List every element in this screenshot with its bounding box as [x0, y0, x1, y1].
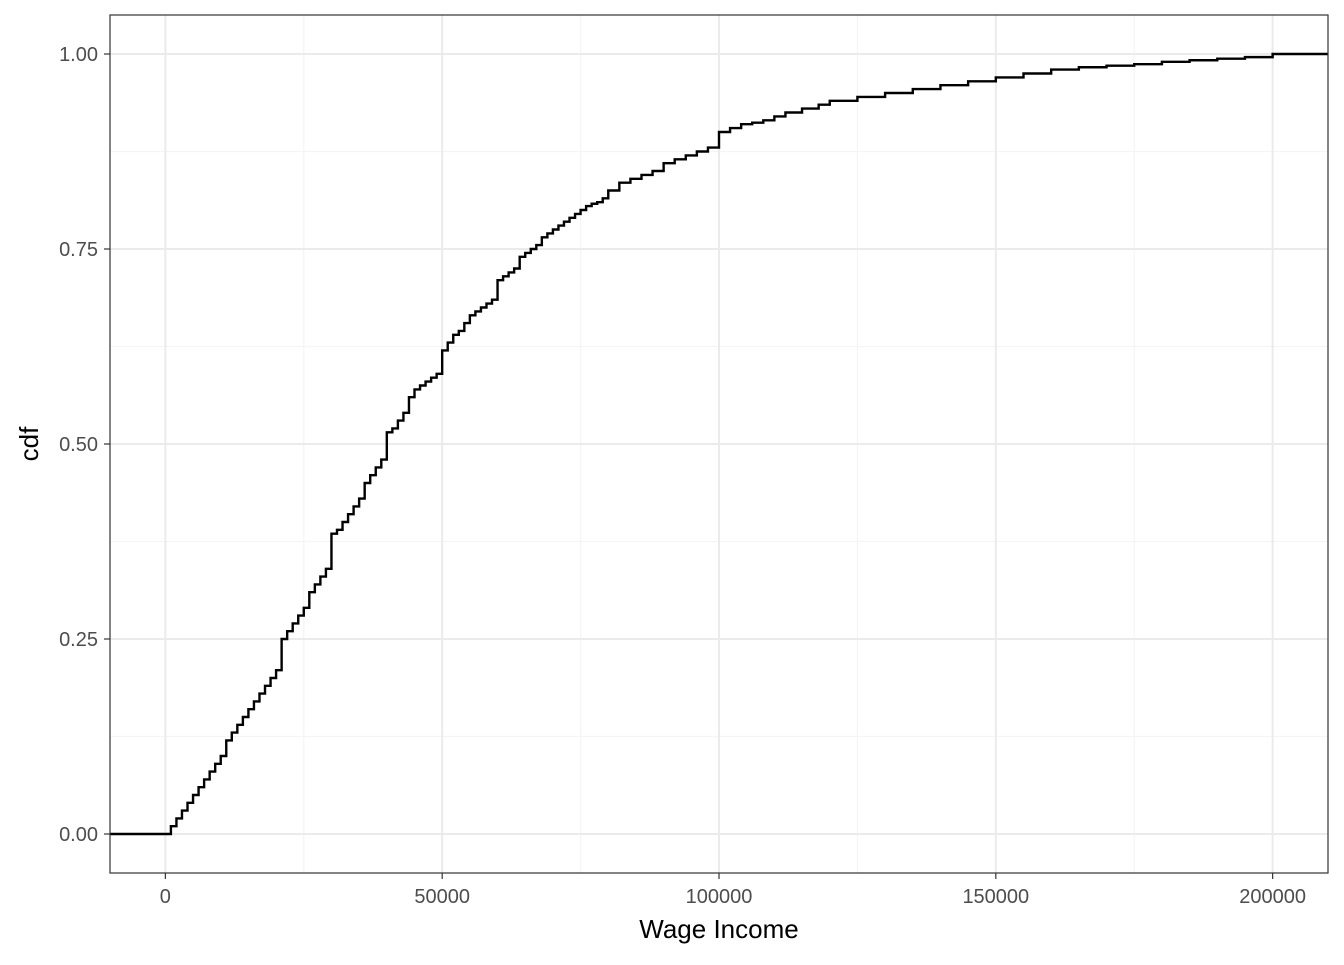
x-tick-label: 200000: [1239, 886, 1306, 908]
x-tick-label: 50000: [414, 886, 470, 908]
y-tick-label: 0.75: [59, 239, 98, 261]
y-axis-title: cdf: [14, 426, 44, 461]
x-tick-label: 100000: [686, 886, 753, 908]
y-tick-label: 0.25: [59, 629, 98, 651]
y-axis: 0.00 0.25 0.50 0.75 1.00: [59, 44, 110, 846]
series-layer: [110, 52, 1328, 836]
x-axis: 0 50000 100000 150000 200000: [160, 873, 1306, 908]
y-tick-label: 0.00: [59, 824, 98, 846]
x-tick-label: 0: [160, 886, 171, 908]
y-tick-label: 0.50: [59, 434, 98, 456]
ecdf-step-line: [110, 52, 1328, 836]
grid-major: [110, 15, 1328, 873]
y-tick-label: 1.00: [59, 44, 98, 66]
x-axis-title: Wage Income: [639, 914, 798, 944]
x-tick-label: 150000: [962, 886, 1029, 908]
